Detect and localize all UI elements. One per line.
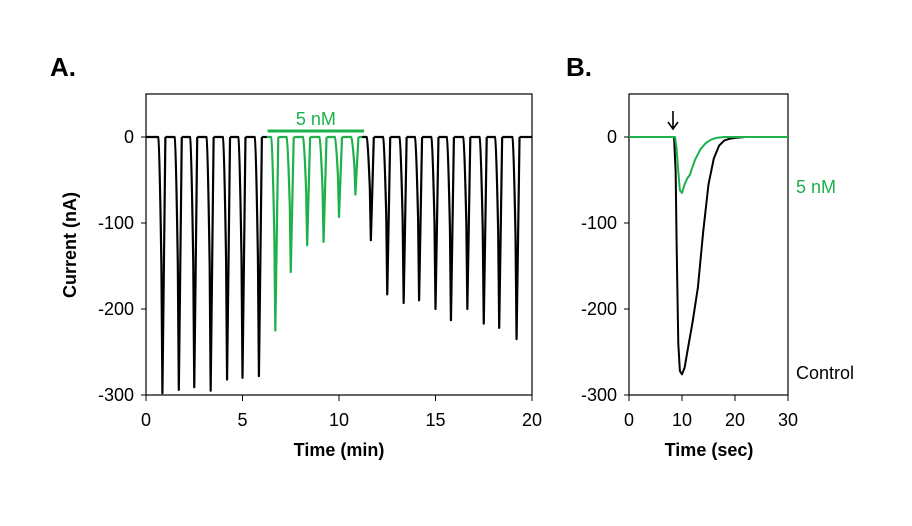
- panel-a-5nm-label: 5 nM: [296, 109, 336, 129]
- current-transient: [278, 135, 295, 274]
- panel-b: B. 0 -100 -200 -300 0 10 20 30 5 nM Control Ti…: [566, 52, 854, 460]
- x-tick-label: 20: [522, 410, 542, 430]
- panel-a-x-ticks: 0 5 10 15 20: [141, 395, 542, 430]
- x-tick-label: 5: [237, 410, 247, 430]
- current-transient: [341, 135, 360, 196]
- panel-b-label: B.: [566, 52, 592, 82]
- current-transient: [245, 135, 263, 378]
- y-tick-label: -300: [98, 385, 134, 405]
- panel-a-y-axis-title: Current (nA): [60, 192, 80, 298]
- current-transient: [438, 135, 456, 322]
- legend-5nm: 5 nM: [796, 177, 836, 197]
- current-transient: [197, 135, 215, 392]
- x-tick-label: 10: [672, 410, 692, 430]
- x-tick-label: 15: [425, 410, 445, 430]
- panel-b-x-axis-title: Time (sec): [665, 440, 754, 460]
- y-tick-label: 0: [124, 127, 134, 147]
- current-transient: [213, 135, 232, 381]
- current-transient: [146, 135, 167, 395]
- treatment-trace: [629, 136, 788, 194]
- y-tick-label: 0: [607, 127, 617, 147]
- panel-a-plot-frame: [145, 93, 533, 396]
- stimulus-arrow-icon: [667, 111, 679, 131]
- current-transient: [373, 135, 392, 296]
- current-transient: [422, 135, 440, 311]
- y-tick-label: -200: [98, 299, 134, 319]
- legend-control: Control: [796, 363, 854, 383]
- current-transient: [165, 135, 183, 391]
- x-tick-label: 0: [141, 410, 151, 430]
- current-transient: [181, 135, 199, 389]
- panel-b-plot-frame: [628, 93, 789, 396]
- panel-b-traces: [629, 136, 788, 376]
- y-tick-label: -300: [581, 385, 617, 405]
- current-transient: [230, 135, 247, 379]
- current-transient: [406, 135, 424, 302]
- panel-a-x-axis-title: Time (min): [294, 440, 385, 460]
- x-tick-label: 10: [329, 410, 349, 430]
- panel-b-x-ticks: 0 10 20 30: [624, 395, 798, 430]
- current-transient: [362, 135, 375, 242]
- panel-a-traces: [146, 135, 532, 395]
- current-transient: [326, 135, 344, 219]
- panel-a: A. 0 -100 -200 -300 0 5 10 15 20 5 nM Time (min…: [50, 52, 542, 460]
- current-transient: [266, 135, 280, 332]
- y-tick-label: -200: [581, 299, 617, 319]
- current-transient: [310, 135, 328, 244]
- x-tick-label: 20: [725, 410, 745, 430]
- x-tick-label: 30: [778, 410, 798, 430]
- arrow-head: [667, 121, 679, 131]
- x-tick-label: 0: [624, 410, 634, 430]
- y-tick-label: -100: [581, 213, 617, 233]
- current-transient: [293, 135, 312, 247]
- y-tick-label: -100: [98, 213, 134, 233]
- current-transient: [470, 135, 488, 325]
- panel-b-y-ticks: 0 -100 -200 -300: [581, 127, 629, 405]
- current-transient: [486, 135, 504, 330]
- panel-a-y-ticks: 0 -100 -200 -300: [98, 127, 146, 405]
- current-transient: [502, 135, 521, 341]
- control-trace: [629, 136, 788, 376]
- panel-a-label: A.: [50, 52, 76, 82]
- current-transient: [453, 135, 472, 311]
- current-transient: [390, 135, 408, 305]
